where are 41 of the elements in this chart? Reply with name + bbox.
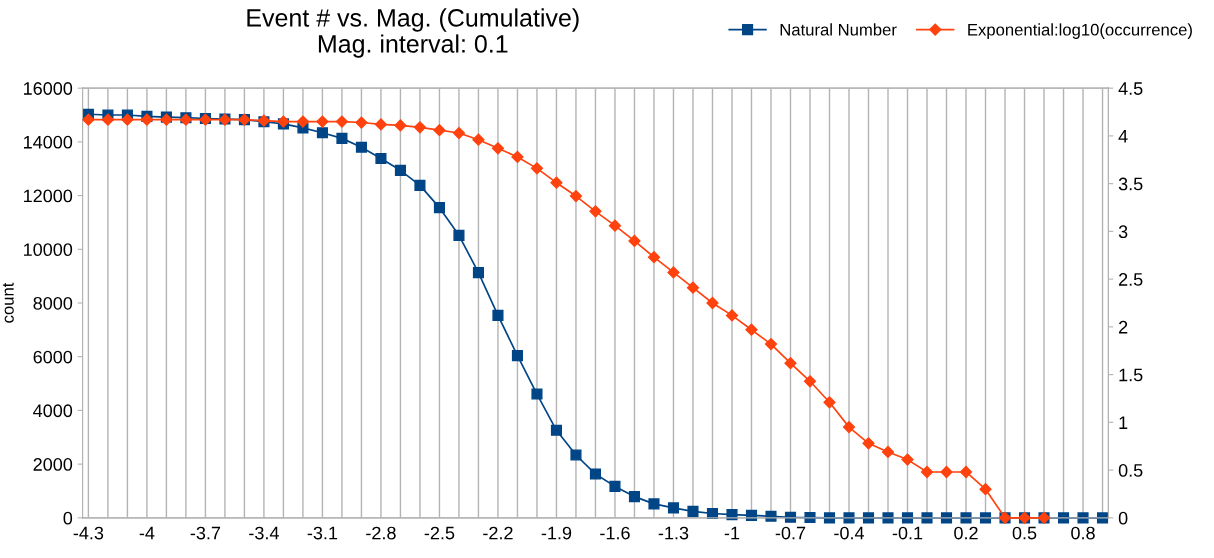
- x-tick-label: -2.2: [483, 526, 513, 540]
- x-tick-label: -3.1: [307, 526, 338, 540]
- y-tick-label: 0: [63, 511, 73, 525]
- y2-tick-label: 2.5: [1119, 273, 1143, 286]
- x-tick-label: -1.6: [600, 526, 630, 540]
- y-tick-label: 14000: [24, 135, 73, 149]
- legend-label: Exponential:log10(occurrence): [968, 23, 1192, 39]
- y-tick-label: 4000: [33, 404, 73, 418]
- x-tick-label: -0.1: [892, 526, 923, 540]
- y2-tick-label: 0.5: [1118, 464, 1143, 477]
- y-axis-title: count: [2, 282, 14, 323]
- y2-tick-label: 1: [1119, 416, 1128, 429]
- chart-title: Event # vs. Mag. (Cumulative) Mag. interval: 0.1: [247, 8, 579, 58]
- y-tick-label: 6000: [33, 350, 73, 364]
- x-tick-label: -4.3: [73, 526, 104, 540]
- x-tick-label: -2.8: [366, 526, 396, 540]
- x-tick-label: 0.5: [1012, 526, 1037, 540]
- y-tick-label: 16000: [24, 82, 73, 95]
- x-tick-label: -0.7: [775, 526, 806, 540]
- x-tick-label: -4: [139, 526, 155, 540]
- x-tick-label: -3.7: [190, 526, 221, 540]
- x-tick-label: 0.2: [954, 526, 978, 540]
- x-tick-label: -3.4: [249, 526, 279, 540]
- x-tick-label: -1: [724, 526, 740, 540]
- y2-tick-label: 3: [1118, 225, 1128, 239]
- x-tick-label: 0.8: [1071, 526, 1095, 540]
- y2-tick-label: 0: [1118, 511, 1128, 525]
- y-tick-label: 2000: [33, 458, 73, 471]
- x-tick-label: -0.4: [834, 526, 865, 540]
- y2-tick-label: 1.5: [1119, 368, 1143, 382]
- y2-tick-label: 3.5: [1118, 177, 1143, 191]
- y-tick-label: 8000: [33, 296, 73, 310]
- x-tick-label: -1.9: [541, 526, 572, 540]
- y2-tick-label: 4: [1118, 130, 1128, 143]
- y2-tick-label: 2: [1119, 320, 1128, 334]
- y2-tick-label: 4.5: [1118, 82, 1143, 95]
- legend-label: Natural Number: [780, 23, 897, 36]
- x-tick-label: -1.3: [658, 526, 689, 540]
- y-tick-label: 10000: [24, 243, 73, 257]
- y-tick-label: 12000: [24, 189, 73, 203]
- x-tick-label: -2.5: [424, 526, 455, 540]
